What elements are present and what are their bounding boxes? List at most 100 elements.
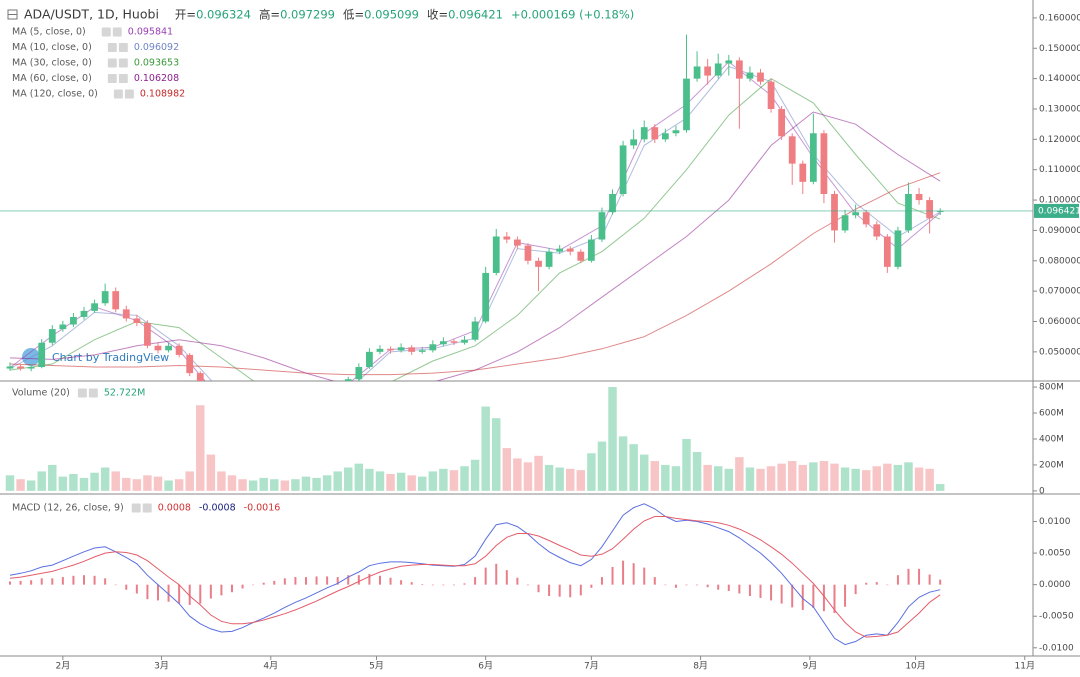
macd-histogram-bar — [516, 577, 519, 585]
candle-body — [905, 193, 912, 231]
macd-histogram-bar — [368, 573, 371, 585]
legend-button[interactable] — [107, 43, 117, 52]
candle-body — [651, 127, 659, 140]
legend-button[interactable] — [124, 89, 134, 99]
candle-body — [70, 316, 77, 325]
y-tick-label: 800M — [1039, 383, 1064, 393]
volume-bar — [386, 474, 395, 491]
price-pane — [6, 34, 944, 381]
legend-button[interactable] — [101, 27, 111, 37]
price-change: +0.000169 (+0.18%) — [511, 8, 634, 22]
volume-bar — [830, 463, 839, 491]
macd-histogram-bar — [569, 584, 572, 598]
macd-histogram-bar — [135, 584, 138, 594]
macd-signal-line — [9, 516, 941, 638]
macd-histogram-bar — [622, 560, 625, 585]
candle-body — [640, 127, 648, 140]
volume-bar — [79, 477, 89, 491]
macd-histogram-bar — [167, 584, 170, 602]
volume-bar — [851, 468, 860, 491]
legend-label: MA (10, close, 0) — [12, 42, 92, 53]
macd-histogram-bar — [220, 584, 223, 596]
moving-average — [9, 172, 941, 376]
y-tick-label: 0.070000 — [1039, 287, 1080, 297]
macd-histogram-bar — [780, 584, 783, 604]
volume-bar — [470, 459, 480, 491]
legend-button[interactable] — [131, 503, 141, 513]
ohlc-value: 0.095099 — [364, 8, 419, 22]
macd-histogram-bar — [759, 584, 762, 598]
volume-bar — [407, 475, 416, 491]
macd-histogram-bar — [199, 584, 202, 604]
macd-histogram-bar — [611, 566, 614, 585]
volume-bar — [904, 462, 913, 491]
candle-body — [101, 291, 109, 304]
candle-body — [852, 212, 860, 216]
x-tick-label: 7月 — [584, 661, 599, 672]
volume-bar — [259, 477, 268, 491]
candle-body — [767, 81, 775, 109]
y-tick-label: 0.050000 — [1039, 347, 1080, 357]
legend-button[interactable] — [113, 89, 123, 99]
y-tick-label: 0.130000 — [1039, 104, 1080, 114]
legend-button[interactable] — [107, 58, 117, 68]
macd-histogram-bar — [188, 584, 191, 605]
candle-body — [587, 239, 595, 261]
volume-bar — [164, 480, 173, 491]
macd-pane — [9, 503, 942, 646]
legend-button[interactable] — [107, 74, 117, 83]
volume-bar — [692, 451, 702, 491]
macd-histogram-bar — [706, 584, 709, 588]
volume-bar — [787, 461, 797, 491]
volume-bar — [37, 471, 46, 491]
volume-bar — [608, 387, 617, 491]
volume-bar — [16, 479, 25, 491]
candle-body — [27, 367, 35, 369]
macd-histogram-bar — [156, 584, 159, 601]
candle-body — [873, 224, 881, 237]
macd-histogram-bar — [442, 584, 445, 586]
volume-bar — [322, 475, 332, 491]
volume-bar — [724, 468, 734, 491]
legend-button[interactable] — [112, 27, 122, 37]
legend-button[interactable] — [118, 58, 128, 68]
macd-histogram-bar — [294, 577, 297, 585]
y-tick-label: 0.100000 — [1039, 196, 1080, 206]
macd-histogram-bar — [484, 567, 487, 585]
volume-bar — [174, 479, 184, 491]
legend-button[interactable] — [118, 74, 128, 83]
macd-macd-line — [9, 503, 941, 646]
candle-body — [366, 351, 373, 368]
legend-button[interactable] — [118, 43, 128, 52]
volume-value: 52.722M — [104, 388, 145, 399]
macd-histogram-bar — [125, 584, 128, 590]
candle-body — [440, 341, 447, 345]
legend-button[interactable] — [77, 388, 87, 398]
volume-bar — [69, 474, 78, 491]
candle-body — [714, 63, 722, 76]
candle-body — [799, 163, 807, 182]
candle-body — [894, 230, 902, 267]
macd-histogram-bar — [600, 577, 603, 585]
volume-bar — [798, 464, 808, 491]
candle-body — [376, 348, 384, 352]
volume-bar — [143, 475, 152, 491]
volume-bar — [840, 467, 850, 491]
legend-button[interactable] — [88, 388, 98, 398]
macd-histogram-bar — [812, 584, 815, 609]
macd-histogram-bar — [854, 584, 857, 595]
volume-bar — [206, 454, 216, 491]
candle-body — [461, 339, 468, 343]
macd-histogram-bar — [791, 584, 794, 608]
x-tick-label: 10月 — [905, 661, 925, 672]
volume-bar — [354, 463, 364, 491]
candle-body — [535, 260, 542, 267]
candle-body — [725, 60, 733, 64]
candle-body — [38, 342, 46, 368]
volume-bar — [428, 471, 438, 491]
watermark-text: Chart by TradingView — [52, 351, 169, 364]
y-tick-label: 0.150000 — [1039, 44, 1080, 54]
legend-button[interactable] — [142, 503, 152, 513]
candle-body — [387, 348, 394, 351]
